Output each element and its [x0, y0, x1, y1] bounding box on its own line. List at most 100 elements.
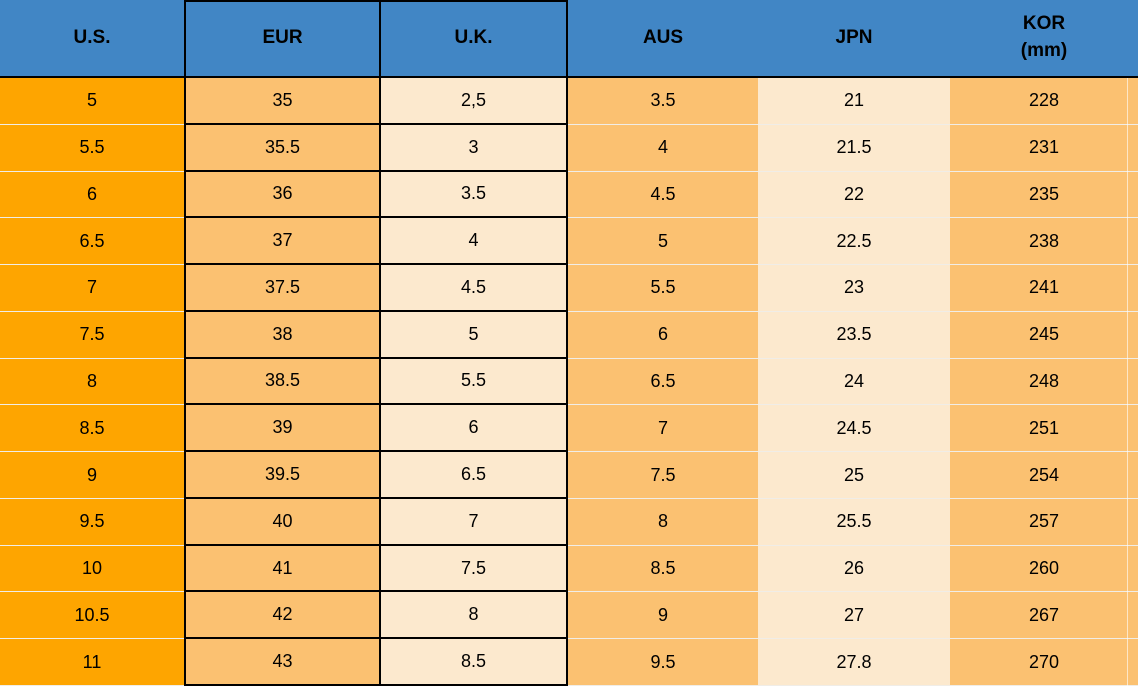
table-cell: 5	[0, 78, 184, 125]
table-row: 6 36 3.5 4.5 22 235	[0, 171, 1138, 219]
table-cell: 21	[758, 78, 950, 125]
table-row: 8.5 39 6 7 24.5 251	[0, 405, 1138, 453]
table-cell: 7.5	[379, 545, 568, 593]
table-cell: 9.5	[568, 639, 758, 686]
table-cell: 3	[379, 124, 568, 172]
table-row: 10.5 42 8 9 27 267	[0, 592, 1138, 640]
table-cell: 8	[568, 498, 758, 546]
table-body: 5 35 2,5 3.5 21 228 5.5 35.5 3 4 21.5 231 6 36 3.5 4.5 2…	[0, 78, 1138, 686]
table-cell: 2,5	[379, 78, 568, 125]
table-row: 7.5 38 5 6 23.5 245	[0, 311, 1138, 359]
column-header-jpn: JPN	[758, 0, 950, 76]
table-cell: 10	[0, 545, 184, 593]
table-cell: 6.5	[379, 452, 568, 499]
table-cell: 43	[184, 639, 379, 686]
table-row: 5.5 35.5 3 4 21.5 231	[0, 124, 1138, 172]
table-cell: 22.5	[758, 218, 950, 266]
column-header-kor: KOR (mm)	[950, 0, 1138, 76]
table-cell: 241	[950, 265, 1138, 312]
table-cell: 235	[950, 171, 1138, 219]
table-cell: 257	[950, 498, 1138, 546]
table-cell: 228	[950, 78, 1138, 125]
table-cell: 38.5	[184, 358, 379, 406]
table-cell: 245	[950, 311, 1138, 359]
header-top-border	[184, 0, 568, 2]
table-cell: 23	[758, 265, 950, 312]
table-row: 7 37.5 4.5 5.5 23 241	[0, 265, 1138, 312]
table-cell: 39	[184, 405, 379, 453]
table-cell: 37.5	[184, 265, 379, 312]
table-cell: 270	[950, 639, 1138, 686]
table-cell: 35	[184, 78, 379, 125]
column-header-us: U.S.	[0, 0, 184, 76]
column-header-label: U.S.	[73, 26, 111, 48]
table-cell: 39.5	[184, 452, 379, 499]
table-cell: 6.5	[568, 358, 758, 406]
table-cell: 4.5	[379, 265, 568, 312]
table-cell: 5	[568, 218, 758, 266]
column-header-sublabel: (mm)	[1020, 40, 1068, 61]
table-cell: 8.5	[568, 545, 758, 593]
table-row: 9.5 40 7 8 25.5 257	[0, 498, 1138, 546]
table-cell: 8	[379, 592, 568, 640]
table-cell: 8	[0, 358, 184, 406]
table-cell: 26	[758, 545, 950, 593]
table-cell: 254	[950, 452, 1138, 499]
table-cell: 22	[758, 171, 950, 219]
column-header-label: AUS	[642, 26, 684, 48]
column-header-label: JPN	[835, 26, 873, 48]
table-row: 11 43 8.5 9.5 27.8 270	[0, 639, 1138, 686]
table-cell: 8.5	[0, 405, 184, 453]
table-cell: 7	[379, 498, 568, 546]
table-cell: 25.5	[758, 498, 950, 546]
table-cell: 24.5	[758, 405, 950, 453]
table-cell: 7	[0, 265, 184, 312]
table-row: 10 41 7.5 8.5 26 260	[0, 545, 1138, 593]
table-cell: 25	[758, 452, 950, 499]
gridline	[1127, 78, 1128, 686]
table-cell: 7	[568, 405, 758, 453]
table-row: 6.5 37 4 5 22.5 238	[0, 218, 1138, 266]
table-cell: 7.5	[568, 452, 758, 499]
table-cell: 3.5	[379, 171, 568, 219]
table-cell: 231	[950, 124, 1138, 172]
table-cell: 24	[758, 358, 950, 406]
table-cell: 42	[184, 592, 379, 640]
table-cell: 238	[950, 218, 1138, 266]
table-cell: 6	[379, 405, 568, 453]
table-cell: 10.5	[0, 592, 184, 640]
table-cell: 5.5	[379, 358, 568, 406]
table-cell: 260	[950, 545, 1138, 593]
column-header-label: EUR	[262, 26, 303, 48]
table-cell: 38	[184, 311, 379, 359]
column-header-uk: U.K.	[379, 0, 568, 76]
table-cell: 6.5	[0, 218, 184, 266]
table-cell: 5.5	[568, 265, 758, 312]
table-cell: 27	[758, 592, 950, 640]
table-cell: 23.5	[758, 311, 950, 359]
table-cell: 9	[0, 452, 184, 499]
table-cell: 21.5	[758, 124, 950, 172]
table-cell: 5.5	[0, 124, 184, 172]
table-cell: 27.8	[758, 639, 950, 686]
table-cell: 40	[184, 498, 379, 546]
column-header-label: U.K.	[454, 26, 493, 48]
table-cell: 248	[950, 358, 1138, 406]
table-cell: 4.5	[568, 171, 758, 219]
table-cell: 4	[568, 124, 758, 172]
table-cell: 6	[0, 171, 184, 219]
table-cell: 267	[950, 592, 1138, 640]
column-header-aus: AUS	[568, 0, 758, 76]
column-header-eur: EUR	[184, 0, 379, 76]
table-cell: 11	[0, 639, 184, 686]
table-cell: 251	[950, 405, 1138, 453]
table-row: 8 38.5 5.5 6.5 24 248	[0, 358, 1138, 406]
table-cell: 5	[379, 311, 568, 359]
table-cell: 41	[184, 545, 379, 593]
table-cell: 35.5	[184, 124, 379, 172]
table-cell: 36	[184, 171, 379, 219]
table-header-row: U.S. EUR U.K. AUS JPN KOR (mm)	[0, 0, 1138, 78]
table-row: 5 35 2,5 3.5 21 228	[0, 78, 1138, 125]
table-cell: 8.5	[379, 639, 568, 686]
